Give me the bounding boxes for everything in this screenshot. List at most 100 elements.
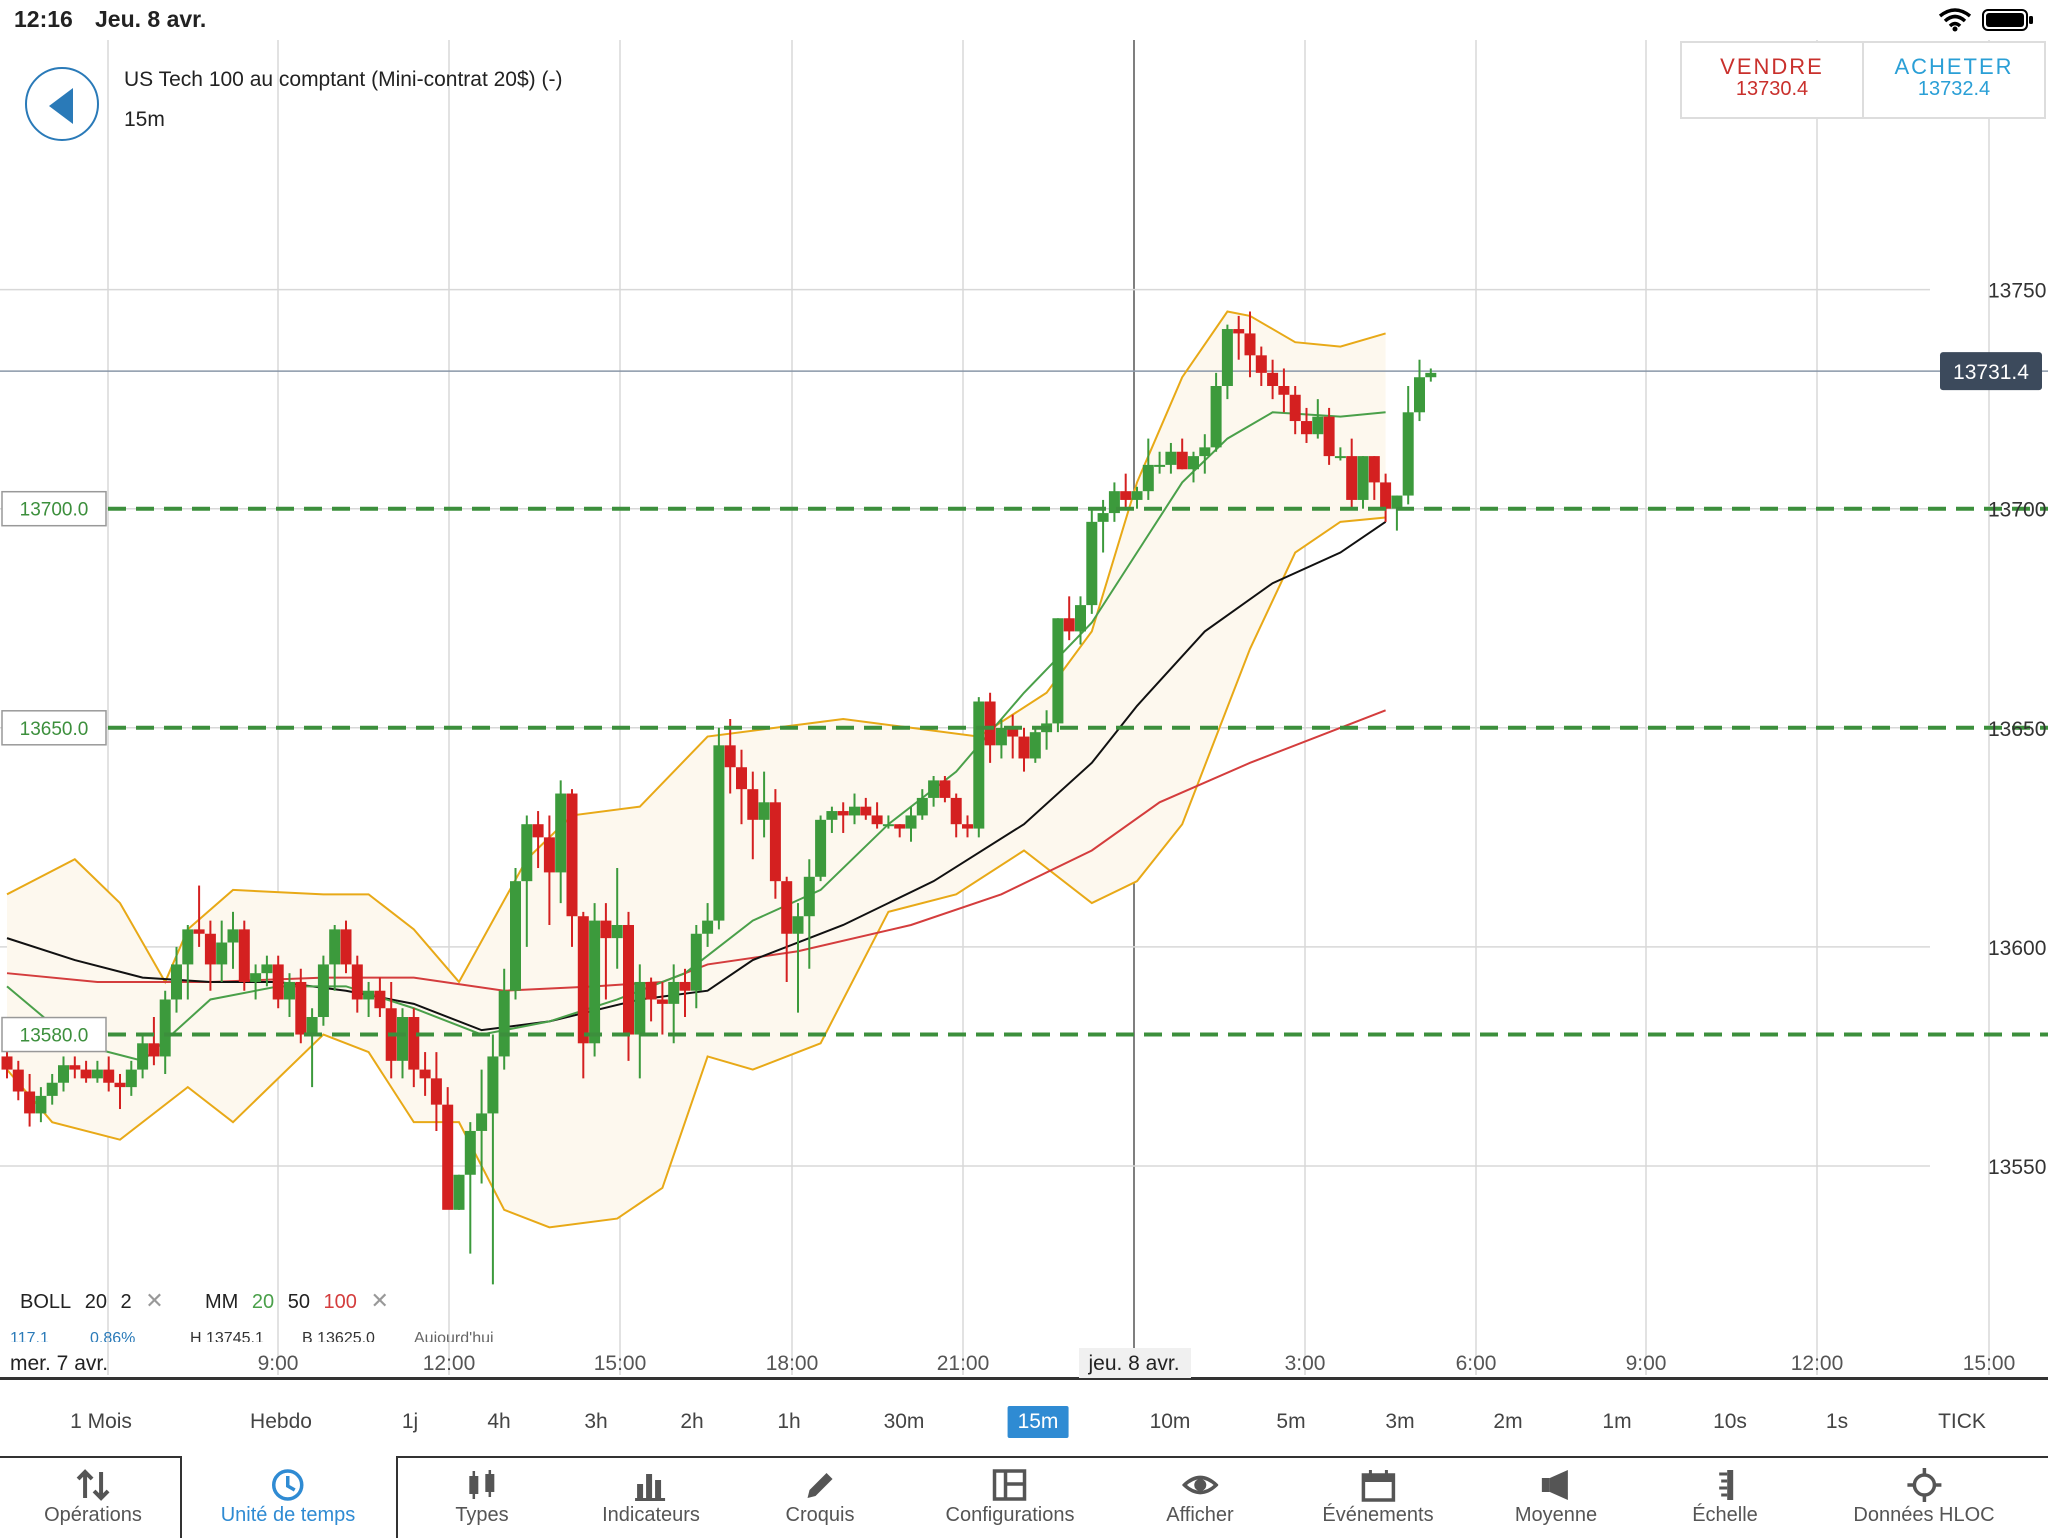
timeframe-3h[interactable]: 3h	[584, 1410, 608, 1433]
candle-body	[939, 780, 951, 798]
back-button[interactable]	[25, 67, 99, 141]
candle-body	[1391, 495, 1403, 509]
nav-layout[interactable]: Configurations	[946, 1458, 1074, 1538]
timeframe-1-mois[interactable]: 1 Mois	[70, 1410, 132, 1433]
level-tag[interactable]	[1, 710, 107, 746]
candle-body	[702, 920, 714, 934]
candle-body	[1255, 355, 1267, 373]
timeframe-3m[interactable]: 3m	[1385, 1410, 1415, 1433]
nav-clock[interactable]: Unité de temps	[220, 1458, 356, 1538]
candle-body	[521, 824, 533, 882]
timeframe-10m[interactable]: 10m	[1149, 1410, 1191, 1433]
time-tick: jeu. 8 avr.	[1087, 1352, 1179, 1375]
timeframe-1j[interactable]: 1j	[401, 1410, 419, 1433]
nav-candles[interactable]: Types	[455, 1458, 509, 1538]
period-label: Aujourd'hui	[414, 1330, 494, 1342]
candle-body	[498, 990, 510, 1057]
candle-body	[973, 701, 985, 829]
candle-body	[803, 876, 815, 917]
price-chart[interactable]: 13700.0 13650.0 13580.0 13750.0 13700.0 13650…	[0, 40, 2048, 1378]
timeframe-1m[interactable]: 1m	[1602, 1410, 1632, 1433]
timeframe-4h[interactable]: 4h	[487, 1410, 511, 1433]
nav-crosshair[interactable]: Données HLOC	[1853, 1458, 1995, 1538]
nav-pencil[interactable]: Croquis	[786, 1458, 854, 1538]
candle-body	[600, 920, 612, 939]
timeframe-2h[interactable]: 2h	[680, 1410, 704, 1433]
candle-body	[611, 924, 623, 939]
timeframe-15m[interactable]: 15m	[1007, 1406, 1069, 1438]
candle-body	[1312, 416, 1324, 435]
candle-body	[555, 793, 567, 873]
candle-body	[1301, 421, 1312, 435]
nav-arrows-updown[interactable]: Opérations	[44, 1458, 142, 1538]
candle-body	[261, 964, 273, 974]
level-tag[interactable]	[1, 490, 107, 527]
time-tick: 15:00	[594, 1352, 647, 1375]
ma-period-20: 20	[251, 1291, 275, 1313]
timeframe-2m[interactable]: 2m	[1493, 1410, 1523, 1433]
boll-remove-icon[interactable]: ✕	[145, 1288, 164, 1313]
time-tick: 18:00	[766, 1352, 819, 1375]
timeframe-hebdo[interactable]: Hebdo	[250, 1410, 312, 1433]
candle-body	[46, 1082, 58, 1096]
wifi-icon	[1938, 8, 1971, 32]
ma-legend: MM 20 50 100 ✕	[205, 1288, 397, 1314]
candle-body	[137, 1043, 149, 1070]
candle-body	[69, 1065, 81, 1070]
candle-body	[543, 837, 555, 873]
nav-megaphone[interactable]: Moyenne	[1515, 1458, 1597, 1538]
candle-body	[1357, 456, 1369, 500]
candle-body	[227, 929, 239, 943]
nav-calendar[interactable]: Événements	[1322, 1458, 1434, 1538]
candle-body	[634, 981, 646, 1035]
sell-button[interactable]: VENDRE 13730.4	[1682, 43, 1862, 117]
timeframe-tick[interactable]: TICK	[1938, 1410, 1986, 1433]
arrows-updown-icon	[76, 1469, 110, 1501]
candle-body	[577, 916, 589, 1044]
timeframe-30m[interactable]: 30m	[883, 1410, 925, 1433]
candle-body	[1029, 732, 1041, 759]
candle-body	[1402, 412, 1414, 496]
candle-body	[1323, 416, 1335, 457]
candle-body	[1052, 618, 1064, 724]
candle-body	[363, 990, 375, 1000]
boll-label: BOLL	[20, 1291, 72, 1313]
level-tag[interactable]	[1, 1016, 107, 1053]
candle-body	[340, 929, 352, 965]
nav-ruler[interactable]: Échelle	[1692, 1458, 1758, 1538]
clock-icon	[272, 1469, 304, 1501]
candle-body	[668, 981, 680, 1004]
candle-body	[1267, 372, 1279, 387]
nav-bar-chart[interactable]: Indicateurs	[602, 1458, 700, 1538]
candle-body	[950, 797, 962, 825]
candle-body	[148, 1043, 160, 1057]
boll-dev: 2	[120, 1291, 132, 1313]
pencil-icon	[807, 1473, 833, 1498]
layout-icon	[993, 1469, 1027, 1501]
instrument-timeframe: 15m	[124, 108, 165, 131]
buy-button[interactable]: ACHETER 13732.4	[1862, 43, 2044, 117]
nav-eye[interactable]: Afficher	[1166, 1458, 1234, 1538]
nav-label: Afficher	[1166, 1504, 1234, 1526]
high-value: H 13745.1	[190, 1330, 264, 1342]
nav-label: Types	[455, 1504, 509, 1526]
ma-remove-icon[interactable]: ✕	[370, 1288, 389, 1313]
timeframe-10s[interactable]: 10s	[1713, 1410, 1747, 1433]
back-arrow-icon	[49, 88, 73, 124]
candle-body	[91, 1069, 103, 1079]
candle-body	[397, 1017, 408, 1061]
timeframe-1s[interactable]: 1s	[1825, 1410, 1849, 1433]
candle-body	[238, 929, 250, 982]
timeframe-5m[interactable]: 5m	[1276, 1410, 1306, 1433]
nav-label: Unité de temps	[220, 1504, 356, 1526]
ma-period-100: 100	[323, 1291, 357, 1313]
candle-body	[792, 916, 804, 934]
date-separator-bg	[1079, 1348, 1191, 1378]
timeframe-1h[interactable]: 1h	[777, 1410, 801, 1433]
boll-legend: BOLL 20 2 ✕	[20, 1288, 172, 1314]
candle-body	[849, 806, 860, 816]
candle-body	[1210, 386, 1222, 448]
candle-body	[1278, 386, 1290, 395]
low-value: B 13625.0	[302, 1330, 375, 1342]
instrument-title: US Tech 100 au comptant (Mini-contrat 20…	[124, 68, 563, 91]
